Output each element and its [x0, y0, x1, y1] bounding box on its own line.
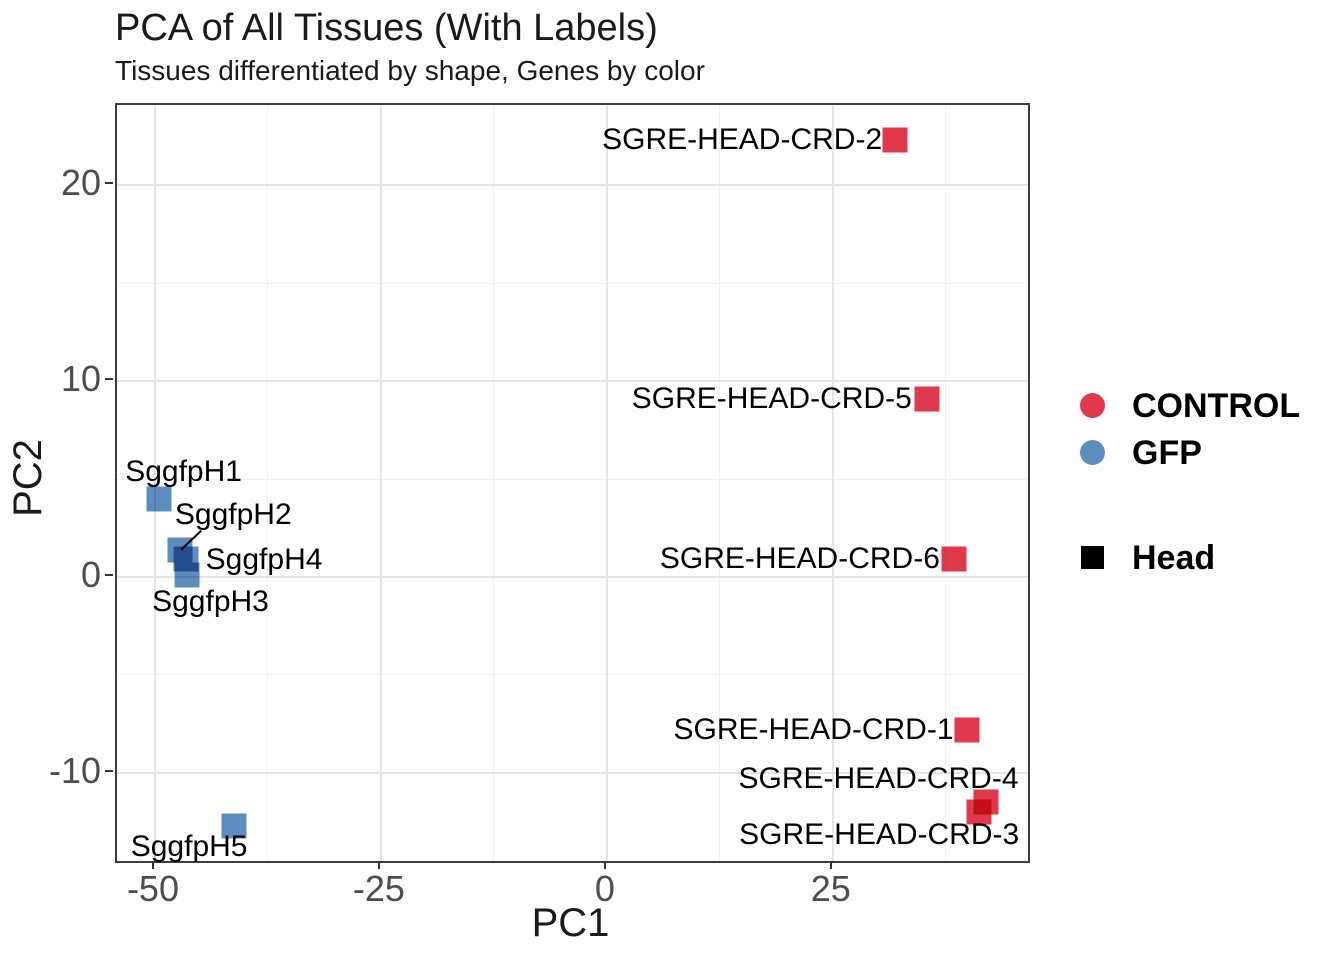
x-tick-label: 25	[810, 868, 851, 909]
x-tick-label: -50	[126, 868, 179, 909]
x-tick-mark	[151, 861, 154, 869]
x-tick-mark	[829, 861, 832, 869]
legend-item-gfp: GFP	[1080, 429, 1202, 476]
legend-item-head: Head	[1080, 534, 1215, 581]
legend-item-label: CONTROL	[1132, 386, 1301, 425]
point-label: SGRE-HEAD-CRD-2	[602, 123, 883, 157]
y-tick-mark	[105, 182, 113, 185]
y-tick-mark	[105, 769, 113, 772]
legend-item-label: Head	[1132, 538, 1216, 577]
data-point-control	[914, 386, 940, 412]
point-label: SggfpH5	[130, 829, 248, 863]
x-major-gridline	[379, 105, 382, 861]
x-tick-label: 0	[594, 868, 615, 909]
x-tick-label: -25	[352, 868, 405, 909]
point-label: SggfpH3	[152, 585, 269, 619]
y-tick-mark	[105, 378, 113, 381]
y-tick-mark	[105, 574, 113, 576]
y-major-gridline	[117, 771, 1028, 774]
x-major-gridline	[605, 105, 608, 861]
y-tick-label: -10	[48, 749, 101, 791]
x-minor-gridline	[719, 105, 721, 861]
point-label: SGRE-HEAD-CRD-6	[659, 542, 940, 576]
y-tick-label: 10	[60, 358, 101, 400]
square-legend-marker-icon	[1081, 546, 1104, 569]
y-minor-gridline	[117, 674, 1028, 676]
point-label: SGRE-HEAD-CRD-4	[738, 762, 1019, 796]
y-major-gridline	[117, 380, 1028, 383]
circle-legend-marker-icon	[1080, 440, 1105, 465]
label-leader-line-layer	[180, 529, 202, 551]
x-minor-gridline	[267, 105, 269, 861]
y-tick-label: 0	[80, 554, 101, 595]
y-minor-gridline	[117, 282, 1028, 284]
plot-subtitle: Tissues differentiated by shape, Genes b…	[115, 55, 705, 86]
x-major-gridline	[831, 105, 834, 861]
data-point-control	[966, 799, 992, 825]
legend-item-label: GFP	[1132, 433, 1202, 472]
x-tick-mark	[377, 861, 380, 869]
legend-item-control: CONTROL	[1080, 382, 1300, 429]
point-label: SGRE-HEAD-CRD-3	[739, 818, 1020, 852]
y-tick-label: 20	[60, 162, 101, 204]
data-point-control	[954, 717, 980, 743]
point-label: SGRE-HEAD-CRD-1	[673, 712, 954, 746]
point-label: SggfpH2	[174, 497, 292, 531]
x-tick-mark	[603, 861, 606, 869]
plot-panel: SGRE-HEAD-CRD-2 SGRE-HEAD-CRD-5 SGRE-HEAD-…	[115, 103, 1030, 863]
point-label: SggfpH4	[205, 543, 323, 577]
x-axis-title: PC1	[531, 901, 610, 945]
data-point-control	[941, 546, 967, 572]
point-label: SggfpH1	[125, 454, 242, 488]
circle-legend-marker-icon	[1080, 393, 1105, 418]
x-major-gridline	[153, 105, 156, 861]
point-label: SGRE-HEAD-CRD-5	[631, 381, 912, 415]
y-minor-gridline	[117, 478, 1028, 480]
data-point-gfp	[221, 813, 247, 839]
x-minor-gridline	[945, 105, 947, 861]
x-minor-gridline	[493, 105, 495, 861]
plot-title: PCA of All Tissues (With Labels)	[115, 7, 658, 49]
data-point-gfp	[146, 486, 172, 512]
data-point-control	[882, 127, 908, 153]
data-point-gfp	[174, 562, 200, 588]
y-major-gridline	[117, 184, 1028, 187]
label-leader-line	[180, 529, 202, 551]
y-axis-title: PC2	[6, 439, 50, 517]
y-major-gridline	[117, 576, 1028, 578]
